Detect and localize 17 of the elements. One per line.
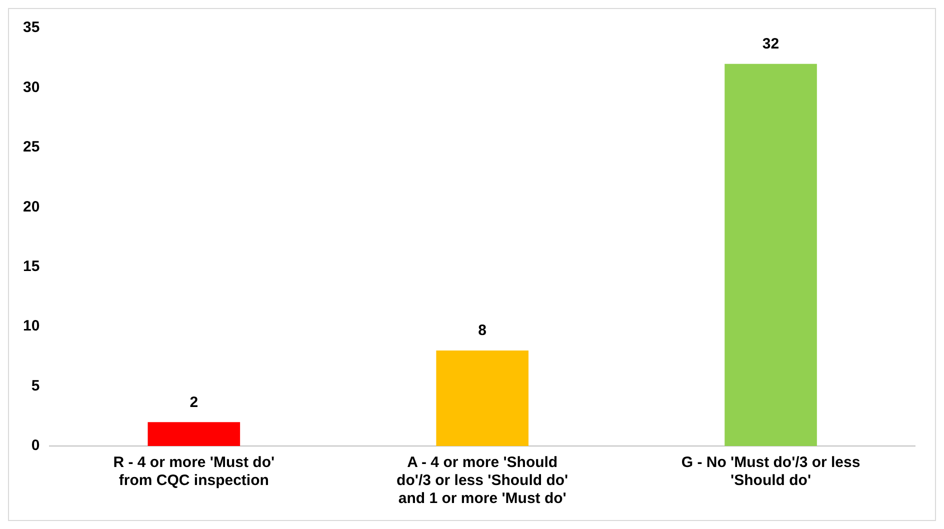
bar — [724, 64, 817, 446]
y-tick-label: 35 — [22, 19, 40, 36]
y-tick-label: 20 — [22, 198, 40, 216]
bar — [148, 422, 240, 446]
data-label: 8 — [478, 322, 487, 340]
x-tick-label: R - 4 or more 'Must do' from CQC inspection — [113, 454, 275, 490]
data-label: 32 — [762, 35, 780, 52]
y-tick-label: 10 — [22, 318, 40, 335]
y-tick-label: 25 — [22, 138, 40, 156]
data-label: 2 — [190, 394, 198, 411]
x-tick-label: A - 4 or more 'Should do'/3 or less 'Should do' and 1 or more 'Must do' — [396, 454, 568, 508]
y-tick-label: 5 — [31, 377, 40, 394]
y-tick-label: 15 — [22, 258, 40, 275]
y-tick-label: 0 — [31, 437, 40, 454]
bar — [436, 350, 528, 446]
x-tick-label: G - No 'Must do'/3 or less 'Should do' — [681, 454, 860, 490]
y-tick-label: 30 — [22, 78, 40, 96]
